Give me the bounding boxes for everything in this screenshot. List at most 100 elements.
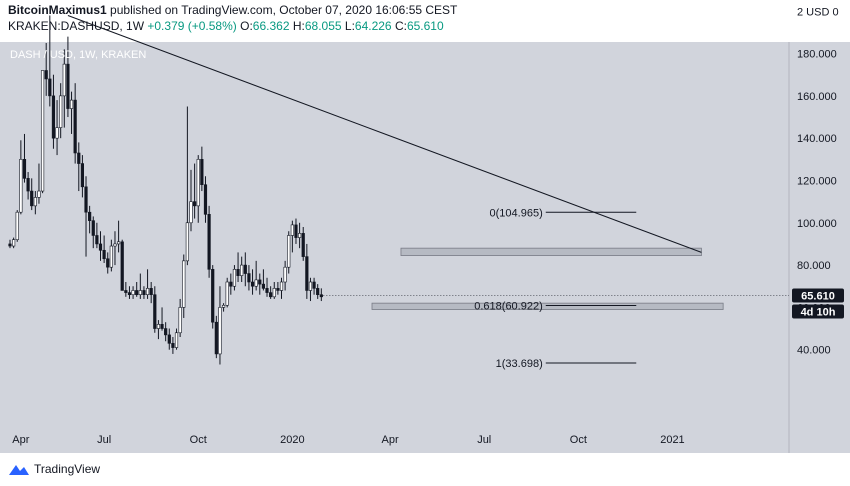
x-tick-label: Jul	[97, 434, 111, 446]
x-axis-labels: Apr Jul Oct 2020 Apr Jul Oct 2021	[12, 434, 684, 446]
candle-body	[156, 324, 161, 329]
y-tick-label: 180.000	[797, 49, 837, 61]
candle-body	[135, 290, 139, 295]
tradingview-footer[interactable]: TradingView	[8, 462, 100, 476]
candle-body	[240, 264, 244, 276]
candle-body	[319, 294, 323, 298]
candle-body	[250, 281, 255, 287]
fib-level-label: 1(33.698)	[496, 358, 543, 370]
publish-text: published on TradingView.com, October 07…	[110, 3, 458, 17]
last-price-label: 65.610	[801, 291, 835, 303]
candle-body	[203, 184, 208, 215]
x-tick-label: 2021	[660, 434, 684, 446]
candle-body	[131, 290, 135, 295]
candle-body	[276, 288, 280, 291]
candle-body	[229, 281, 233, 287]
candle-body	[84, 186, 88, 213]
candle-body	[254, 279, 258, 287]
ohlc-info: KRAKEN:DASHUSD, 1W +0.379 (+0.58%) O:66.…	[8, 19, 444, 33]
candle-body	[19, 159, 23, 213]
candle-body	[279, 281, 284, 291]
candle-body	[59, 95, 63, 128]
candle-body	[91, 220, 95, 236]
candle-body	[95, 235, 99, 245]
candle-body	[178, 307, 182, 334]
tradingview-brand: TradingView	[34, 462, 101, 476]
candle-body	[62, 63, 66, 97]
candle-body	[153, 294, 157, 329]
candle-body	[305, 256, 309, 291]
candle-body	[51, 95, 56, 139]
candle-body	[171, 343, 175, 348]
candle-body	[221, 304, 226, 308]
candle-body	[301, 233, 305, 257]
candle-body	[69, 99, 74, 109]
candle-body	[193, 201, 197, 207]
candle-body	[142, 290, 146, 295]
candle-body	[290, 224, 294, 236]
candle-body	[283, 266, 287, 283]
candle-body	[308, 281, 313, 291]
candle-body	[272, 288, 276, 298]
candle-body	[117, 241, 121, 245]
last-price-box	[792, 288, 844, 303]
low-key: L:	[344, 19, 355, 33]
y-tick-label: 160.000	[797, 91, 837, 103]
y-tick-label: 140.000	[797, 133, 837, 145]
candle-body	[174, 332, 179, 348]
open-key: O:	[240, 19, 253, 33]
candle-body	[160, 324, 164, 329]
candle-body	[102, 249, 106, 260]
candle-body	[109, 245, 113, 268]
candle-body	[113, 243, 117, 247]
x-tick-label: Apr	[382, 434, 399, 446]
candle-body	[269, 292, 273, 298]
candle-body	[164, 328, 168, 336]
publish-info: BitcoinMaximus1 published on TradingView…	[8, 3, 457, 17]
candle-body	[196, 159, 200, 207]
close-value: 65.610	[406, 19, 444, 33]
candle-body	[167, 334, 171, 344]
resistance-zone	[400, 247, 702, 256]
candle-body	[218, 307, 222, 355]
candle-body	[138, 290, 142, 295]
open-value: 66.362	[252, 19, 290, 33]
candle-body	[294, 224, 298, 238]
candle-body	[73, 99, 77, 154]
candle-body	[211, 269, 215, 323]
trend-line	[67, 15, 702, 253]
candle-body	[185, 222, 189, 262]
candle-body	[207, 214, 211, 270]
close-key: C:	[394, 19, 407, 33]
candle-body	[88, 211, 92, 221]
author-name[interactable]: BitcoinMaximus1	[8, 3, 107, 17]
candle-body	[44, 70, 48, 80]
candle-body	[37, 190, 41, 198]
y-axis-background	[789, 42, 850, 453]
candle-body	[258, 279, 262, 285]
tradingview-logo-icon	[9, 465, 29, 475]
candle-body	[182, 260, 186, 308]
last-price-tag: 65.610 4d 10h	[792, 288, 844, 319]
countdown-label: 4d 10h	[801, 307, 836, 319]
y-tick-label: 120.000	[797, 175, 837, 187]
candle-body	[8, 243, 12, 247]
x-axis-background	[0, 427, 789, 453]
y-tick-label: 40.000	[797, 345, 831, 357]
candle-body	[232, 269, 237, 287]
candle-body	[26, 178, 30, 192]
x-tick-label: 2020	[280, 434, 304, 446]
candle-body	[80, 163, 84, 188]
fib-level-label: 0(104.965)	[490, 207, 543, 219]
candle-body	[149, 288, 153, 295]
x-tick-label: Apr	[12, 434, 29, 446]
candle-body	[22, 159, 27, 179]
fib-level-label: 0.618(60.922)	[474, 300, 543, 312]
candle-body	[189, 201, 193, 224]
high-value: 68.055	[304, 19, 342, 33]
candle-body	[145, 288, 150, 295]
symbol-label: KRAKEN:DASHUSD, 1W	[8, 19, 145, 33]
candle-body	[287, 235, 291, 268]
high-key: H:	[292, 19, 305, 33]
